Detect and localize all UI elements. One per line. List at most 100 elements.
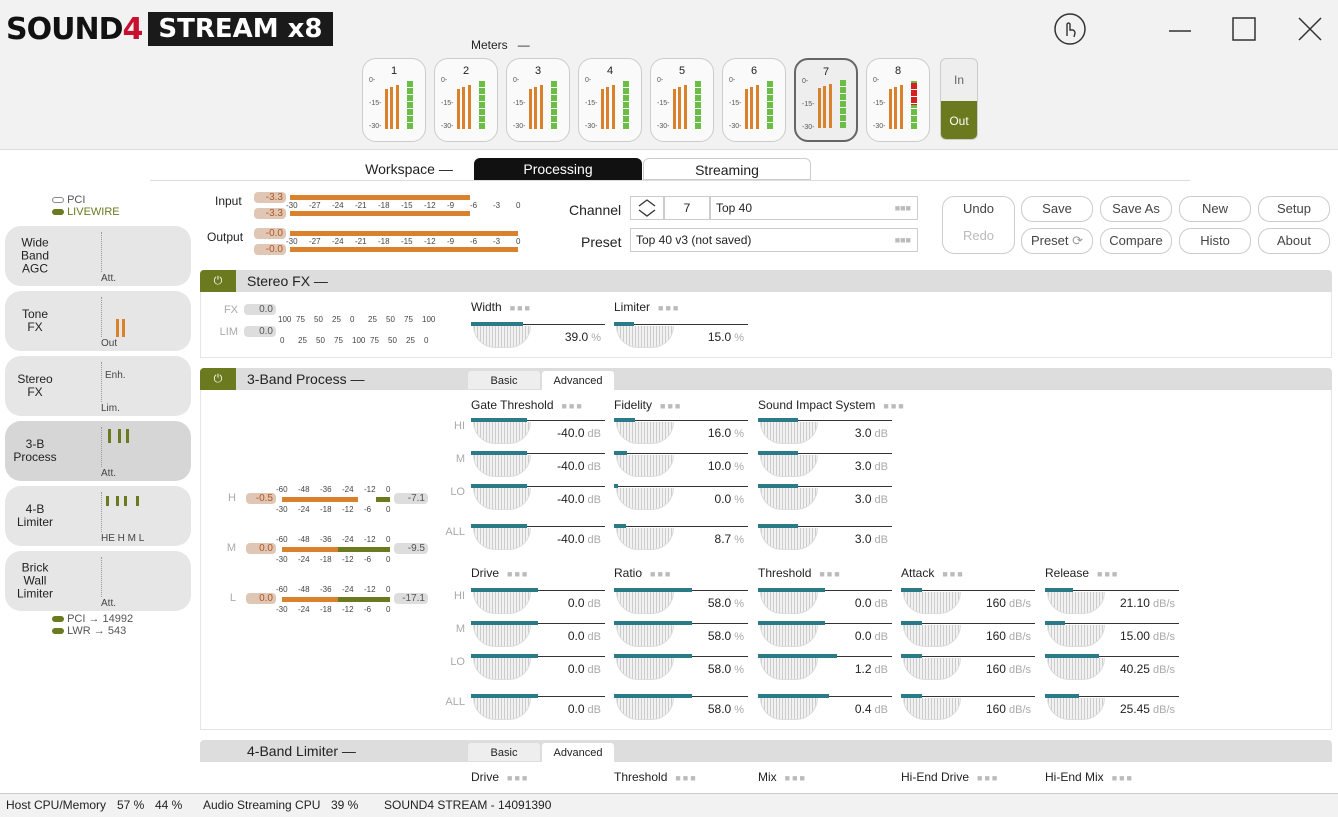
meter-bar <box>601 89 604 129</box>
knob-b4-3[interactable]: 25.45 dB/s <box>1045 694 1179 730</box>
knob-2-0[interactable]: 3.0 dB <box>758 418 892 454</box>
knob-fill <box>471 322 523 326</box>
input-source-livewire[interactable]: LIVEWIRE <box>52 206 120 218</box>
save-as-button[interactable]: Save As <box>1100 196 1172 222</box>
meter-channel-8[interactable]: 8 0- -15- -30- <box>866 58 930 142</box>
undo-button[interactable]: Undo <box>962 201 995 216</box>
limiter-knob[interactable]: 15.0% <box>614 322 748 358</box>
in-out-toggle[interactable]: In Out <box>940 58 978 140</box>
meter-scale-label: -15- <box>585 100 598 107</box>
meter-channel-3[interactable]: 3 0- -15- -30- <box>506 58 570 142</box>
in-button[interactable]: In <box>953 73 964 87</box>
preset-name[interactable]: Top 40 v3 (not saved) ■■■ <box>630 228 918 252</box>
knob-b3-3[interactable]: 160 dB/s <box>901 694 1035 730</box>
knob-2-3[interactable]: 3.0 dB <box>758 524 892 560</box>
four-band-tab-basic[interactable]: Basic <box>467 742 541 762</box>
io-scale-label: -15 <box>401 237 413 246</box>
meter-bar <box>534 87 537 129</box>
three-band-power-icon[interactable]: ⏻ <box>200 368 236 390</box>
touch-icon[interactable] <box>1050 13 1090 45</box>
knob-dome <box>616 698 674 720</box>
input-source-pci[interactable]: PCI <box>52 194 85 206</box>
channel-stepper[interactable] <box>630 196 664 220</box>
band-scale-top: -36 <box>320 535 332 544</box>
knob-b1-3[interactable]: 58.0% <box>614 694 748 730</box>
knob-1-0[interactable]: 16.0% <box>614 418 748 454</box>
knob-b3-1[interactable]: 160 dB/s <box>901 621 1035 657</box>
new-button[interactable]: New <box>1179 196 1251 222</box>
sidebar-item-2[interactable]: Stereo FX Lim. Enh. <box>5 356 191 416</box>
knob-value: -40.0 dB <box>557 532 601 546</box>
width-knob[interactable]: 39.0% <box>471 322 605 358</box>
minimize-icon[interactable] <box>1160 14 1200 44</box>
knob-b2-1[interactable]: 0.0 dB <box>758 621 892 657</box>
knob-0-3[interactable]: -40.0 dB <box>471 524 605 560</box>
knob-dome <box>1047 658 1105 680</box>
knob-0-2[interactable]: -40.0 dB <box>471 484 605 520</box>
channel-name[interactable]: Top 40 ■■■ <box>710 196 918 220</box>
knob-b0-1[interactable]: 0.0 dB <box>471 621 605 657</box>
knob-b1-2[interactable]: 58.0% <box>614 654 748 690</box>
knob-b0-3[interactable]: 0.0 dB <box>471 694 605 730</box>
knob-1-2[interactable]: 0.0% <box>614 484 748 520</box>
save-button[interactable]: Save <box>1021 196 1093 222</box>
width-label: Width ■■■ <box>471 300 532 314</box>
three-band-tab-basic[interactable]: Basic <box>467 370 541 390</box>
sidebar-item-1[interactable]: Tone FX Out <box>5 291 191 351</box>
meter-channel-1[interactable]: 1 0- -15- -30- <box>362 58 426 142</box>
meter-green-bar <box>407 81 413 129</box>
knob-b0-2[interactable]: 0.0 dB <box>471 654 605 690</box>
knob-b1-0[interactable]: 58.0% <box>614 588 748 624</box>
fx-scale-label: 0 <box>350 315 355 324</box>
sidebar-item-0[interactable]: Wide Band AGC Att. <box>5 226 191 286</box>
tab-streaming[interactable]: Streaming <box>643 158 811 180</box>
knob-b3-2[interactable]: 160 dB/s <box>901 654 1035 690</box>
redo-button[interactable]: Redo <box>962 228 995 243</box>
histo-button[interactable]: Histo <box>1179 228 1251 254</box>
knob-dome <box>473 698 531 720</box>
meter-channel-7[interactable]: 7 0- -15- -30- <box>794 58 858 142</box>
setup-button[interactable]: Setup <box>1258 196 1330 222</box>
preset-button[interactable]: Preset ⟳ <box>1021 228 1093 254</box>
knob-1-3[interactable]: 8.7% <box>614 524 748 560</box>
knob-1-1[interactable]: 10.0% <box>614 451 748 487</box>
knob-b2-2[interactable]: 1.2 dB <box>758 654 892 690</box>
knob-b4-1[interactable]: 15.00 dB/s <box>1045 621 1179 657</box>
knob-b4-0[interactable]: 21.10 dB/s <box>1045 588 1179 624</box>
band-scale-top: 0 <box>386 535 391 544</box>
close-icon[interactable] <box>1290 14 1330 44</box>
knob-b2-3[interactable]: 0.4 dB <box>758 694 892 730</box>
compare-button[interactable]: Compare <box>1100 228 1172 254</box>
knob-0-0[interactable]: -40.0 dB <box>471 418 605 454</box>
about-button[interactable]: About <box>1258 228 1330 254</box>
maximize-icon[interactable] <box>1224 14 1264 44</box>
knob-b3-0[interactable]: 160 dB/s <box>901 588 1035 624</box>
knob-2-1[interactable]: 3.0 dB <box>758 451 892 487</box>
meter-channel-4[interactable]: 4 0- -15- -30- <box>578 58 642 142</box>
meter-channel-2[interactable]: 2 0- -15- -30- <box>434 58 498 142</box>
knob-b4-2[interactable]: 40.25 dB/s <box>1045 654 1179 690</box>
band-input-level: 0.0 <box>246 543 276 554</box>
sidebar-item-5[interactable]: Brick Wall Limiter Att. <box>5 551 191 611</box>
knob-0-1[interactable]: -40.0 dB <box>471 451 605 487</box>
stereo-fx-title: Stereo FX — <box>247 273 328 289</box>
knob-dome <box>760 698 818 720</box>
channel-number[interactable]: 7 <box>664 196 710 220</box>
knob-b0-0[interactable]: 0.0 dB <box>471 588 605 624</box>
stereo-fx-power-icon[interactable]: ⏻ <box>200 270 236 292</box>
out-button[interactable]: Out <box>941 101 977 139</box>
sidebar-item-4[interactable]: 4-B Limiter HE H M L <box>5 486 191 546</box>
knob-b2-0[interactable]: 0.0 dB <box>758 588 892 624</box>
knob-value: -40.0 dB <box>557 492 601 506</box>
band-scale-bottom: -18 <box>320 555 332 564</box>
tab-processing[interactable]: Processing <box>474 158 642 180</box>
four-band-tab-advanced[interactable]: Advanced <box>541 742 615 762</box>
three-band-tab-advanced[interactable]: Advanced <box>541 370 615 390</box>
knob-2-2[interactable]: 3.0 dB <box>758 484 892 520</box>
sidebar-item-3[interactable]: 3-B Process Att. <box>5 421 191 481</box>
meter-channel-6[interactable]: 6 0- -15- -30- <box>722 58 786 142</box>
knob-b1-1[interactable]: 58.0% <box>614 621 748 657</box>
knob-fill <box>471 524 527 528</box>
tab-workspace[interactable]: Workspace — <box>365 161 453 177</box>
meter-channel-5[interactable]: 5 0- -15- -30- <box>650 58 714 142</box>
